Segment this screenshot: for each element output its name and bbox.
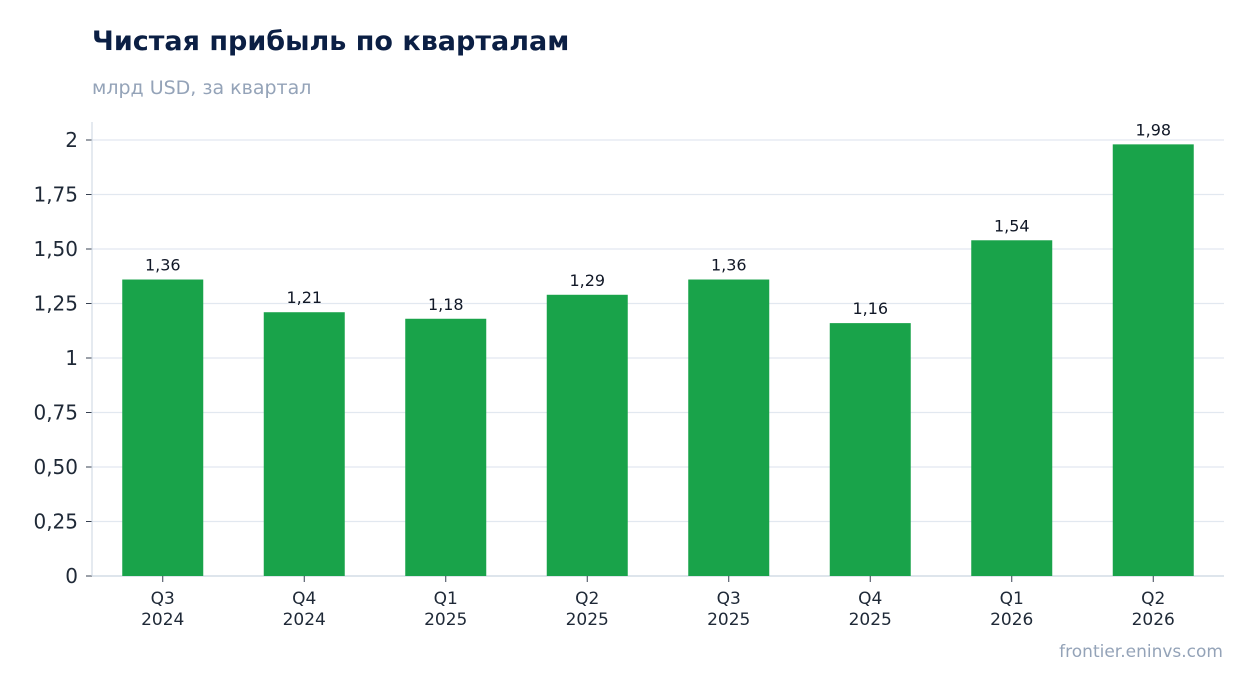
x-tick-label-quarter: Q2 xyxy=(1141,589,1165,609)
y-tick-label: 1 xyxy=(65,346,78,370)
bar xyxy=(122,279,204,576)
x-tick-label-year: 2025 xyxy=(424,610,467,630)
chart-title: Чистая прибыль по кварталам xyxy=(92,26,570,57)
x-tick-label-year: 2025 xyxy=(849,610,892,630)
bars xyxy=(122,144,1194,577)
data-label: 1,54 xyxy=(994,216,1030,235)
x-tick-label-quarter: Q1 xyxy=(434,589,458,609)
y-tick-label: 1,25 xyxy=(33,292,78,316)
data-label: 1,29 xyxy=(569,271,605,290)
bar xyxy=(405,318,487,576)
data-label: 1,16 xyxy=(852,299,888,318)
x-tick-label-quarter: Q3 xyxy=(717,589,741,609)
y-tick-label: 0,75 xyxy=(33,401,78,425)
x-tick-label-year: 2026 xyxy=(990,610,1033,630)
x-tick-label-quarter: Q2 xyxy=(575,589,599,609)
y-tick-label: 0,50 xyxy=(33,455,78,479)
grid-lines xyxy=(92,139,1224,523)
data-label: 1,21 xyxy=(286,288,322,307)
x-tick-label-quarter: Q4 xyxy=(292,589,316,609)
y-tick-label: 0,25 xyxy=(33,510,78,534)
x-tick-label-year: 2024 xyxy=(283,610,326,630)
data-label: 1,36 xyxy=(711,256,747,275)
x-tick-label-year: 2025 xyxy=(566,610,609,630)
x-tick-label-quarter: Q3 xyxy=(151,589,175,609)
axes xyxy=(86,122,1224,582)
labels: 00,250,500,7511,251,501,7521,36Q320241,2… xyxy=(33,120,1174,630)
source-note: frontier.eninvs.com xyxy=(1059,642,1223,662)
y-tick-label: 2 xyxy=(65,128,78,152)
data-label: 1,36 xyxy=(145,256,181,275)
bar xyxy=(829,323,911,576)
y-tick-label: 1,75 xyxy=(33,183,78,207)
bar xyxy=(546,294,628,576)
chart-subtitle: млрд USD, за квартал xyxy=(92,77,312,99)
y-tick-label: 0 xyxy=(65,564,78,588)
bar xyxy=(1112,144,1194,577)
data-label: 1,98 xyxy=(1135,120,1171,139)
bar xyxy=(971,240,1053,576)
data-label: 1,18 xyxy=(428,295,464,314)
y-tick-label: 1,50 xyxy=(33,237,78,261)
x-tick-label-quarter: Q1 xyxy=(1000,589,1024,609)
x-tick-label-year: 2025 xyxy=(707,610,750,630)
bar xyxy=(688,279,770,576)
x-tick-label-year: 2024 xyxy=(141,610,184,630)
x-tick-label-quarter: Q4 xyxy=(858,589,882,609)
x-tick-label-year: 2026 xyxy=(1132,610,1175,630)
bar xyxy=(263,312,345,576)
